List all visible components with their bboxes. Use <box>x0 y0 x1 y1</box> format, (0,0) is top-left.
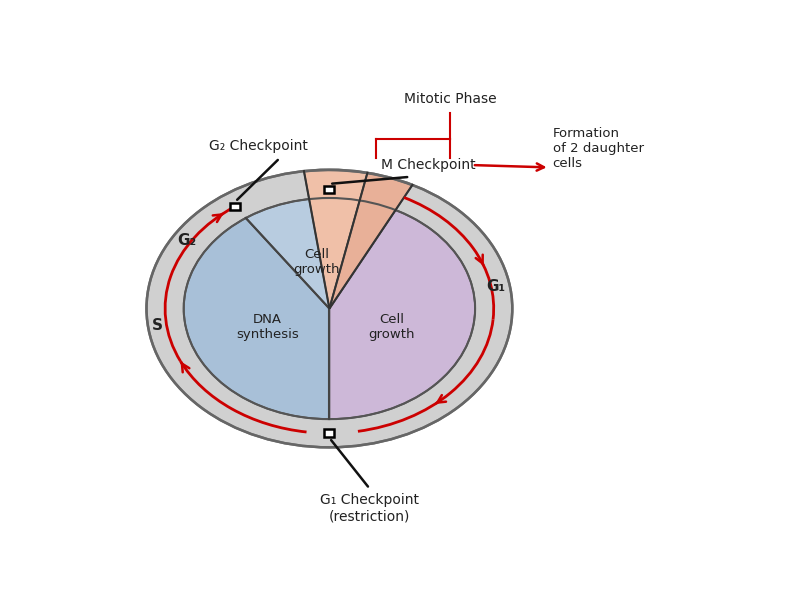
Text: G₂: G₂ <box>178 233 197 248</box>
Wedge shape <box>330 174 412 309</box>
Circle shape <box>146 170 512 447</box>
FancyBboxPatch shape <box>325 430 334 437</box>
Circle shape <box>184 198 475 419</box>
Wedge shape <box>246 198 360 309</box>
Text: Mitotic Phase: Mitotic Phase <box>404 92 497 106</box>
Text: Cell
growth: Cell growth <box>368 313 414 342</box>
Text: M Checkpoint: M Checkpoint <box>382 158 476 172</box>
FancyBboxPatch shape <box>230 203 240 210</box>
Text: Formation
of 2 daughter
cells: Formation of 2 daughter cells <box>553 127 643 170</box>
Text: G₂ Checkpoint: G₂ Checkpoint <box>209 139 307 153</box>
FancyBboxPatch shape <box>325 186 334 193</box>
Text: G₁ Checkpoint
(restriction): G₁ Checkpoint (restriction) <box>320 494 419 524</box>
Text: G₁: G₁ <box>486 279 506 295</box>
Wedge shape <box>184 218 330 419</box>
Text: Cell
growth: Cell growth <box>294 247 340 276</box>
Text: S: S <box>152 318 163 334</box>
Wedge shape <box>304 170 367 309</box>
Text: DNA
synthesis: DNA synthesis <box>236 313 298 342</box>
Wedge shape <box>330 210 475 419</box>
